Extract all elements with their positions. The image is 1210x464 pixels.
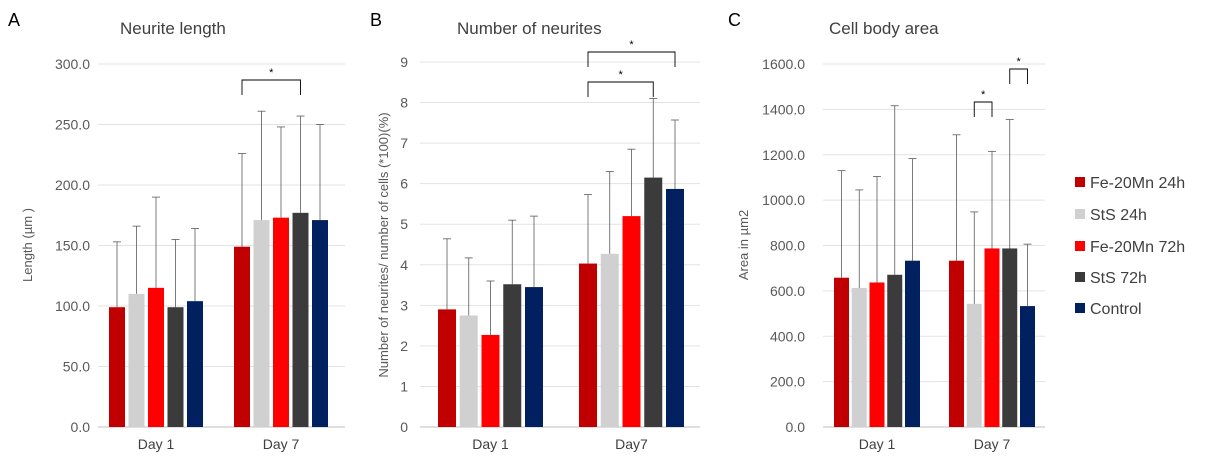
x-tick-label: Day 1 [859,436,896,452]
bar [109,307,125,427]
legend-swatch-fe20mn-24h [1075,177,1085,187]
y-tick-label: 600.0 [770,283,805,299]
bar [905,260,920,427]
significance-star: * [981,89,986,101]
panel-letter-c: C [728,10,741,30]
y-axis-label-b: Number of neurites/ number of cells (*10… [376,112,391,377]
bar [834,277,849,427]
bar [851,287,867,427]
y-tick-label: 1400.0 [762,101,805,117]
y-tick-label: 5 [400,216,408,232]
legend-swatch-sts-24h [1075,209,1085,219]
chart-neurite-length: 0.0 50.0 100.0 150.0 200.0 250.0 300.0 Day 1 Day… [55,56,345,452]
legend-label-control: Control [1090,301,1142,318]
bar [253,220,270,427]
bar [984,248,1000,427]
bar [579,263,597,427]
y-tick-label: 1 [400,378,408,394]
significance-star: * [1016,56,1021,68]
bar [187,301,203,427]
bar [600,253,619,427]
bar [148,287,164,427]
bar [459,315,478,427]
x-tick-label: Day 1 [472,436,509,452]
legend-label-fe20mn-24h: Fe-20Mn 24h [1090,175,1185,192]
bar [312,220,328,427]
bar [966,303,982,427]
legend-swatch-control [1075,303,1085,313]
legend-label-sts-24h: StS 24h [1090,207,1147,224]
y-axis-label-a: Length (µm ) [20,208,35,282]
x-tick-label: Day 7 [974,436,1011,452]
bar [438,309,456,427]
significance-bracket [973,101,993,117]
y-tick-label: 400.0 [770,328,805,344]
bar [1020,306,1035,427]
y-tick-label: 0.0 [786,419,806,435]
bar [949,260,964,427]
chart-title-b: Number of neurites [457,19,602,38]
chart-number-of-neurites: 0 1 2 3 4 5 6 7 8 9 Day 1 Day7 * * [400,39,700,452]
bar [887,274,903,427]
panel-letter-b: B [370,10,382,30]
significance-star: * [618,69,623,81]
y-axis-label-c: Area in µm2 [736,210,751,280]
significance-bracket [241,79,301,95]
y-tick-label: 150.0 [55,238,90,254]
y-tick-label: 0.0 [71,419,91,435]
bar [666,188,684,427]
y-tick-label: 300.0 [55,56,90,72]
bar [869,282,885,427]
bar [273,217,289,427]
y-tick-label: 1600.0 [762,56,805,72]
legend-label-fe20mn-72h: Fe-20Mn 72h [1090,239,1185,256]
chart-cell-body-area: 0.0 200.0 400.0 600.0 800.0 1000.0 1200.0 1400.… [762,56,1045,452]
y-tick-label: 7 [400,135,408,151]
bar [644,177,663,427]
y-tick-label: 800.0 [770,238,805,254]
y-tick-label: 6 [400,176,408,192]
significance-star: * [629,39,634,51]
significance-bracket [587,81,654,97]
bar [167,307,184,427]
y-tick-label: 200.0 [770,374,805,390]
y-tick-label: 8 [400,95,408,111]
y-tick-label: 250.0 [55,117,90,133]
y-tick-label: 200.0 [55,177,90,193]
legend-label-sts-72h: StS 72h [1090,270,1147,287]
legend-swatch-sts-72h [1075,272,1085,282]
legend-swatch-fe20mn-72h [1075,241,1085,251]
bar [292,212,309,427]
significance-star: * [269,67,274,79]
bar [128,293,145,427]
bar [525,287,543,427]
panel-letter-a: A [8,10,20,30]
chart-title-c: Cell body area [829,19,939,38]
significance-bracket [1009,68,1028,84]
chart-title-a: Neurite length [120,19,226,38]
y-tick-label: 1000.0 [762,192,805,208]
y-tick-label: 0 [400,419,408,435]
x-tick-label: Day 1 [138,436,175,452]
x-tick-label: Day7 [615,436,648,452]
bar [503,284,522,427]
y-tick-label: 50.0 [63,359,90,375]
bar [622,216,641,427]
bar [1002,248,1018,427]
x-tick-label: Day 7 [263,436,300,452]
y-tick-label: 1200.0 [762,147,805,163]
y-tick-label: 4 [400,257,408,273]
legend: Fe-20Mn 24h StS 24h Fe-20Mn 72h StS 72h … [1075,175,1185,318]
y-tick-label: 100.0 [55,298,90,314]
bar [234,246,250,427]
bar [481,334,500,427]
y-tick-label: 2 [400,338,408,354]
y-tick-label: 9 [400,54,408,70]
significance-bracket [587,51,676,67]
y-tick-label: 3 [400,297,408,313]
